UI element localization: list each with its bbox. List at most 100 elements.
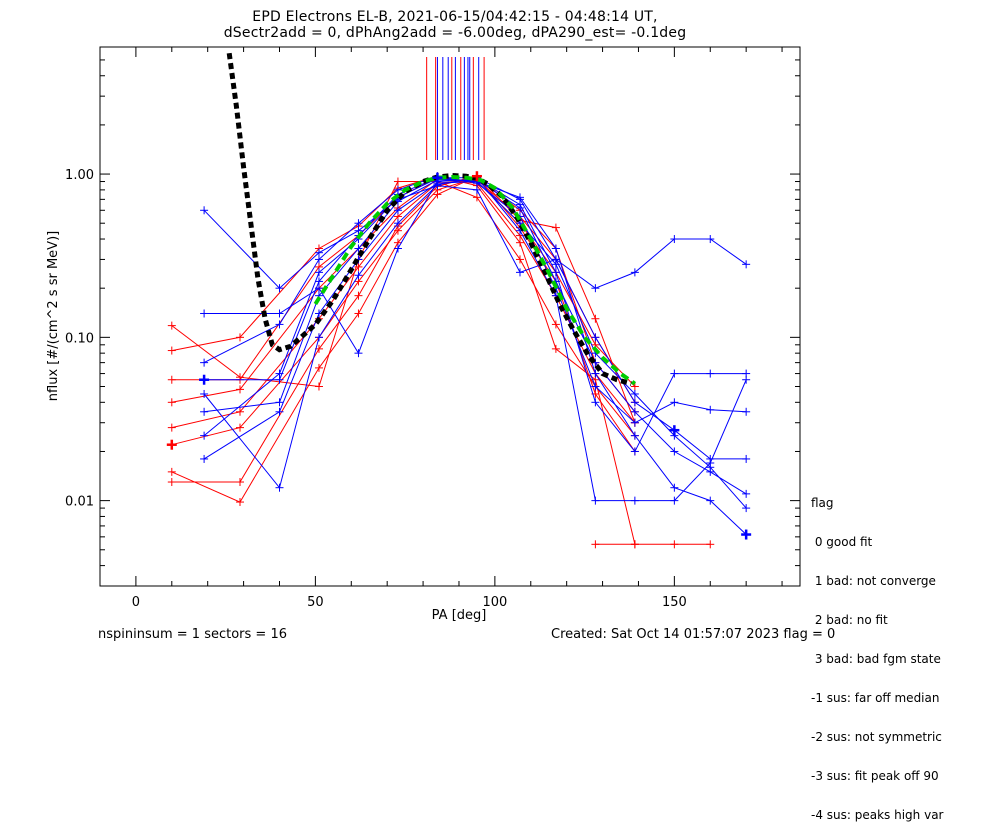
flag-legend-header: flag [811,496,834,510]
flag-legend-item: -1 sus: far off median [811,691,940,705]
series-line [171,175,636,545]
y-tick-label: 0.10 [65,331,94,346]
data-point [670,540,679,549]
data-point [314,248,323,257]
data-point [275,483,284,492]
data-point [591,398,600,407]
data-point [591,540,600,549]
data-point [275,398,284,407]
highlight-point [741,529,752,540]
data-point [630,431,639,440]
x-tick-label: 0 [132,595,140,610]
data-layer [166,52,752,549]
data-point [742,407,751,416]
data-point [314,255,323,264]
x-tick-label: 100 [482,595,507,610]
data-point [167,478,176,487]
data-point [551,344,560,353]
footer-created-info: Created: Sat Oct 14 01:57:07 2023 flag =… [551,627,836,642]
highlight-point [669,425,680,436]
data-point [393,219,402,228]
data-point [200,454,209,463]
data-point [314,382,323,391]
data-point [314,268,323,277]
data-point [670,483,679,492]
data-point [200,309,209,318]
green-fit-curve [313,174,637,386]
data-point [393,177,402,186]
data-point [275,369,284,378]
series-line [204,179,747,495]
data-point [706,405,715,414]
data-point [670,496,679,505]
flag-legend-item: 3 bad: bad fgm state [811,652,941,666]
data-point [591,284,600,293]
y-tick-label: 0.01 [65,495,94,510]
data-point [591,314,600,323]
data-point [516,268,524,277]
data-point [551,244,560,253]
data-point [630,268,639,277]
data-point [630,382,639,391]
data-point [433,190,442,199]
data-point [472,185,481,194]
data-point [167,375,176,384]
data-point [167,423,176,432]
data-point [236,385,244,394]
flag-legend-item: 2 bad: no fit [811,613,888,627]
black-fit-curve [226,52,632,387]
data-point [275,320,284,329]
data-point [354,271,363,280]
flag-legend: flag 0 good fit 1 bad: not converge 2 ba… [811,471,943,835]
flag-legend-item: -3 sus: fit peak off 90 [811,769,939,783]
x-tick-label: 150 [662,595,687,610]
data-point [314,284,323,293]
data-point [200,358,209,367]
data-point [551,260,560,269]
plot-area: 0 50 100 150 0.01 0.10 1.00 PA [deg] nflux [#/… [46,46,801,623]
data-point [591,369,600,378]
data-point [706,235,715,244]
data-point [200,431,209,440]
data-point [591,382,600,391]
data-point [706,496,715,505]
highlight-point [432,172,443,183]
flag-legend-item: 0 good fit [811,535,873,549]
data-point [354,291,363,300]
data-point [200,206,209,215]
data-point [200,389,209,398]
data-point [167,321,176,330]
data-point [393,206,402,215]
data-point [742,504,751,513]
data-point [630,496,639,505]
data-point [742,260,751,269]
data-point [742,489,751,498]
data-point [516,238,524,247]
data-point [354,244,363,253]
data-point [314,363,323,372]
highlight-point [471,171,482,182]
data-point [236,498,244,507]
data-point [706,463,715,472]
series-line [203,177,747,502]
footer-sector-info: nspininsum = 1 sectors = 16 [98,627,287,642]
axis-layer: 0 50 100 150 0.01 0.10 1.00 [65,46,801,610]
series-line [203,185,747,289]
data-point [167,346,176,355]
data-point [236,478,244,487]
y-axis-label: nflux [#/(cm^2 s sr MeV)] [46,231,61,401]
data-point [516,200,524,209]
highlight-point [166,439,177,450]
data-point [670,398,679,407]
data-point [516,255,524,264]
data-point [275,407,284,416]
flag-legend-item: 1 bad: not converge [811,574,936,588]
data-point [167,398,176,407]
highlight-point [199,374,210,385]
data-point [393,244,402,253]
data-point [275,309,284,318]
data-point [167,467,176,476]
data-point [591,333,600,342]
data-point [630,389,639,398]
flag-legend-item: -2 sus: not symmetric [811,730,942,744]
